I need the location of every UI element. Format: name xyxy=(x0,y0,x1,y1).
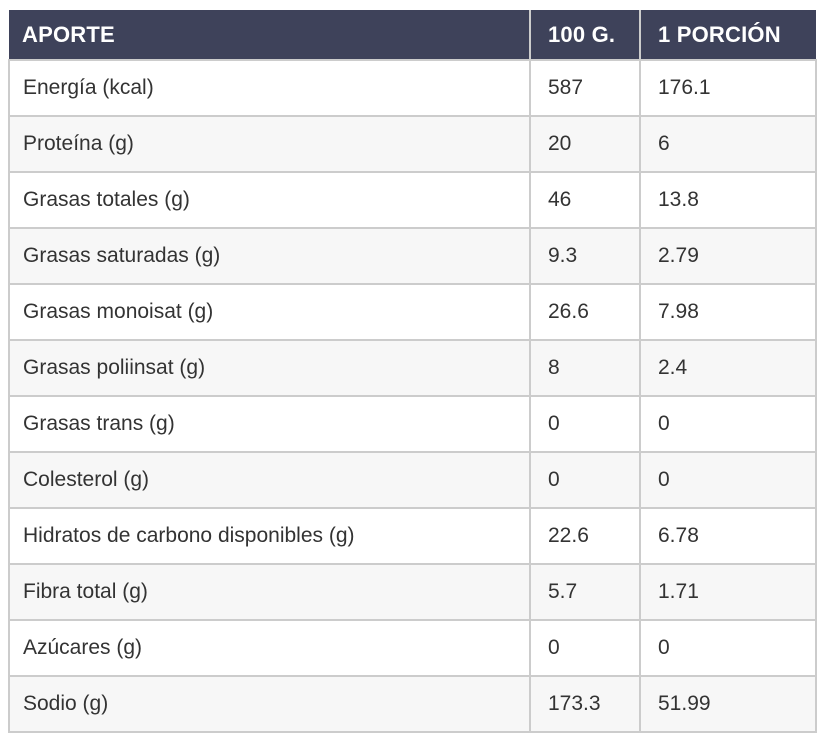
row-portion: 7.98 xyxy=(639,283,817,341)
row-per100: 20 xyxy=(529,115,641,173)
row-per100: 5.7 xyxy=(529,563,641,621)
row-label: Grasas saturadas (g) xyxy=(8,227,531,285)
table-row: Hidratos de carbono disponibles (g) 22.6… xyxy=(8,507,817,565)
row-portion: 2.4 xyxy=(639,339,817,397)
row-portion: 13.8 xyxy=(639,171,817,229)
row-portion: 6.78 xyxy=(639,507,817,565)
row-portion: 0 xyxy=(639,619,817,677)
row-per100: 46 xyxy=(529,171,641,229)
row-portion: 0 xyxy=(639,395,817,453)
row-per100: 0 xyxy=(529,451,641,509)
row-label: Colesterol (g) xyxy=(8,451,531,509)
row-per100: 26.6 xyxy=(529,283,641,341)
row-label: Hidratos de carbono disponibles (g) xyxy=(8,507,531,565)
row-per100: 9.3 xyxy=(529,227,641,285)
row-label: Sodio (g) xyxy=(8,675,531,733)
row-per100: 173.3 xyxy=(529,675,641,733)
table-row: Fibra total (g) 5.7 1.71 xyxy=(8,563,817,621)
row-per100: 0 xyxy=(529,619,641,677)
column-header-100g: 100 G. xyxy=(529,10,641,61)
table-header: APORTE 100 G. 1 PORCIÓN xyxy=(9,10,816,61)
table-row: Energía (kcal) 587 176.1 xyxy=(8,59,817,117)
header-row: APORTE 100 G. 1 PORCIÓN xyxy=(9,10,816,61)
row-label: Energía (kcal) xyxy=(8,59,531,117)
table-row: Grasas trans (g) 0 0 xyxy=(8,395,817,453)
table-body: Energía (kcal) 587 176.1 Proteína (g) 20… xyxy=(8,59,817,733)
table-row: Sodio (g) 173.3 51.99 xyxy=(8,675,817,733)
row-per100: 587 xyxy=(529,59,641,117)
row-portion: 6 xyxy=(639,115,817,173)
row-label: Azúcares (g) xyxy=(8,619,531,677)
row-per100: 22.6 xyxy=(529,507,641,565)
row-portion: 0 xyxy=(639,451,817,509)
column-header-aporte: APORTE xyxy=(9,10,531,61)
table-row: Proteína (g) 20 6 xyxy=(8,115,817,173)
table-row: Azúcares (g) 0 0 xyxy=(8,619,817,677)
row-portion: 1.71 xyxy=(639,563,817,621)
table-row: Grasas monoisat (g) 26.6 7.98 xyxy=(8,283,817,341)
row-per100: 0 xyxy=(529,395,641,453)
nutrition-table: APORTE 100 G. 1 PORCIÓN Energía (kcal) 5… xyxy=(8,10,817,733)
row-label: Grasas totales (g) xyxy=(8,171,531,229)
table-row: Grasas totales (g) 46 13.8 xyxy=(8,171,817,229)
row-label: Fibra total (g) xyxy=(8,563,531,621)
table-row: Grasas poliinsat (g) 8 2.4 xyxy=(8,339,817,397)
table-row: Colesterol (g) 0 0 xyxy=(8,451,817,509)
row-label: Grasas poliinsat (g) xyxy=(8,339,531,397)
row-portion: 176.1 xyxy=(639,59,817,117)
row-portion: 51.99 xyxy=(639,675,817,733)
row-per100: 8 xyxy=(529,339,641,397)
column-header-porcion: 1 PORCIÓN xyxy=(639,10,816,61)
table-row: Grasas saturadas (g) 9.3 2.79 xyxy=(8,227,817,285)
row-label: Grasas monoisat (g) xyxy=(8,283,531,341)
row-portion: 2.79 xyxy=(639,227,817,285)
row-label: Grasas trans (g) xyxy=(8,395,531,453)
row-label: Proteína (g) xyxy=(8,115,531,173)
